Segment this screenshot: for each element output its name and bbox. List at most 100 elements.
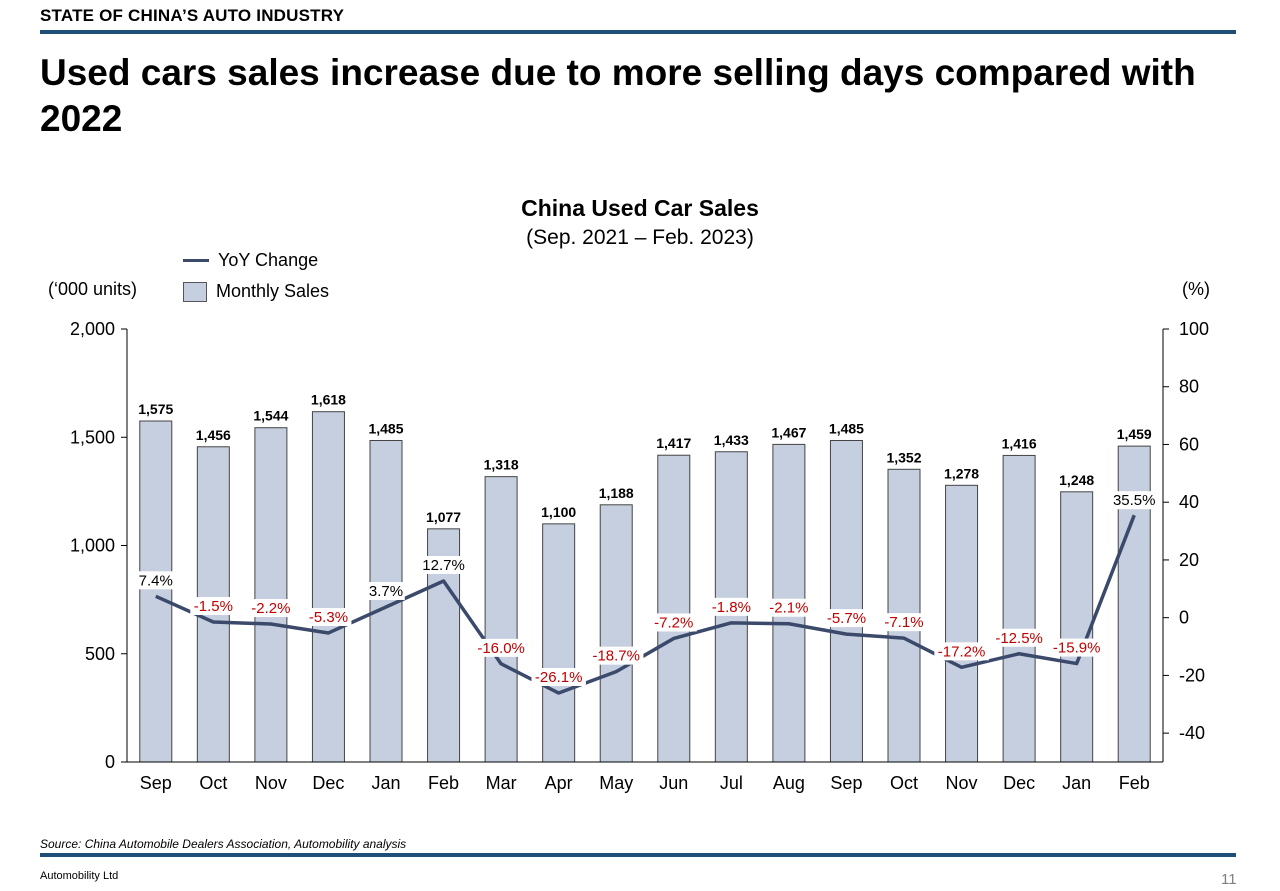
- bar-value-label: 1,318: [484, 457, 519, 473]
- bar-value-label: 1,485: [368, 420, 403, 436]
- yoy-label-bg: [708, 597, 755, 616]
- sales-bar: [599, 504, 633, 763]
- bar-value-label: 1,433: [714, 432, 749, 448]
- yoy-label-bg: [420, 556, 467, 575]
- yoy-value-label: -1.5%: [194, 598, 233, 615]
- bar-value-label: 1,352: [886, 449, 921, 465]
- right-tick-label: 60: [1179, 434, 1199, 454]
- yoy-value-label: 35.5%: [1113, 492, 1156, 509]
- yoy-value-label: 3.7%: [369, 583, 403, 600]
- bar-value-label: 1,417: [656, 435, 691, 451]
- legend-item-sales: Monthly Sales: [183, 276, 329, 307]
- yoy-label-bg: [305, 607, 352, 626]
- section-kicker: STATE OF CHINA’S AUTO INDUSTRY: [40, 6, 345, 25]
- sales-bar: [254, 427, 288, 763]
- right-tick-label: -20: [1179, 665, 1205, 685]
- bar-value-label: 1,100: [541, 504, 576, 520]
- yoy-label-bg: [765, 598, 812, 617]
- right-tick-label: 0: [1179, 608, 1189, 628]
- x-tick-label: Oct: [890, 773, 918, 793]
- yoy-label-bg: [650, 613, 697, 632]
- sales-bar: [1002, 454, 1036, 763]
- right-tick-label: 100: [1179, 319, 1209, 339]
- sales-bar: [1060, 491, 1094, 763]
- x-tick-label: Sep: [830, 773, 862, 793]
- right-tick-label: 20: [1179, 550, 1199, 570]
- yoy-value-label: -18.7%: [592, 648, 640, 665]
- legend-label-yoy: YoY Change: [218, 250, 319, 270]
- left-tick-label: 500: [85, 644, 115, 664]
- yoy-label-bg: [881, 613, 927, 632]
- source-note: Source: China Automobile Dealers Associa…: [40, 837, 407, 851]
- right-tick-label: 80: [1179, 377, 1199, 397]
- right-tick-label: 40: [1179, 492, 1199, 512]
- bar-value-label: 1,544: [253, 408, 288, 424]
- page-number: 11: [1221, 871, 1237, 888]
- yoy-value-label: -17.2%: [938, 643, 986, 660]
- yoy-label-bg: [531, 668, 586, 687]
- right-tick-label: -40: [1179, 723, 1205, 743]
- x-tick-label: Jan: [371, 773, 400, 793]
- x-tick-label: Jun: [659, 773, 688, 793]
- page-headline: Used cars sales increase due to more sel…: [40, 52, 1196, 139]
- yoy-line: [155, 514, 1136, 695]
- right-axis-unit: (%): [1182, 279, 1210, 299]
- x-tick-label: Feb: [1119, 773, 1150, 793]
- bar-value-label: 1,456: [196, 427, 231, 443]
- chart-legend: YoY Change Monthly Sales: [183, 245, 329, 307]
- yoy-value-label: 12.7%: [422, 557, 465, 574]
- top-divider: [40, 30, 1236, 34]
- yoy-value-label: -26.1%: [535, 669, 583, 686]
- x-tick-label: Nov: [946, 773, 978, 793]
- yoy-label-bg: [136, 571, 175, 590]
- yoy-label-bg: [1049, 638, 1104, 657]
- x-tick-label: Dec: [1003, 773, 1035, 793]
- x-tick-label: Jul: [720, 773, 743, 793]
- sales-bar: [139, 420, 173, 763]
- bar-value-label: 1,278: [944, 465, 979, 481]
- yoy-value-label: -1.8%: [712, 599, 751, 616]
- bar-value-label: 1,077: [426, 509, 461, 525]
- yoy-label-bg: [823, 609, 870, 628]
- x-tick-label: Apr: [545, 773, 573, 793]
- left-tick-label: 1,000: [70, 536, 115, 556]
- yoy-label-bg: [247, 599, 294, 618]
- yoy-value-label: -5.7%: [827, 610, 866, 627]
- yoy-label-bg: [190, 596, 237, 615]
- chart-subtitle: (Sep. 2021 – Feb. 2023): [526, 226, 754, 249]
- left-tick-label: 1,500: [70, 427, 115, 447]
- x-tick-label: Feb: [428, 773, 459, 793]
- x-tick-label: Dec: [312, 773, 344, 793]
- yoy-label-bg: [589, 646, 644, 665]
- bar-value-label: 1,188: [599, 485, 634, 501]
- yoy-label-bg: [1111, 491, 1158, 510]
- legend-label-sales: Monthly Sales: [216, 281, 330, 301]
- bar-value-label: 1,485: [829, 420, 864, 436]
- chart-title: China Used Car Sales: [521, 195, 759, 221]
- yoy-value-label: -5.3%: [309, 609, 348, 626]
- x-tick-label: Mar: [486, 773, 517, 793]
- x-tick-label: May: [599, 773, 633, 793]
- sales-bar: [945, 484, 979, 763]
- bar-value-label: 1,459: [1117, 426, 1152, 442]
- x-tick-label: Jan: [1062, 773, 1091, 793]
- yoy-label-bg: [991, 628, 1047, 647]
- legend-line-swatch: [183, 259, 209, 262]
- x-tick-label: Nov: [255, 773, 287, 793]
- x-tick-label: Sep: [140, 773, 172, 793]
- bar-value-label: 1,575: [138, 401, 173, 417]
- x-tick-label: Aug: [773, 773, 805, 793]
- yoy-value-label: -7.1%: [884, 614, 923, 631]
- sales-bar: [657, 454, 691, 763]
- bottom-divider: [40, 853, 1236, 857]
- left-axis-unit: (‘000 units): [48, 279, 138, 299]
- x-tick-label: Oct: [199, 773, 227, 793]
- sales-bar: [542, 523, 576, 763]
- yoy-value-label: -16.0%: [477, 640, 525, 657]
- yoy-label-bg: [367, 581, 405, 600]
- legend-bar-swatch: [183, 281, 207, 302]
- yoy-value-label: -2.2%: [251, 600, 290, 617]
- company-name: Automobility Ltd: [40, 870, 119, 882]
- yoy-label-bg: [934, 642, 989, 661]
